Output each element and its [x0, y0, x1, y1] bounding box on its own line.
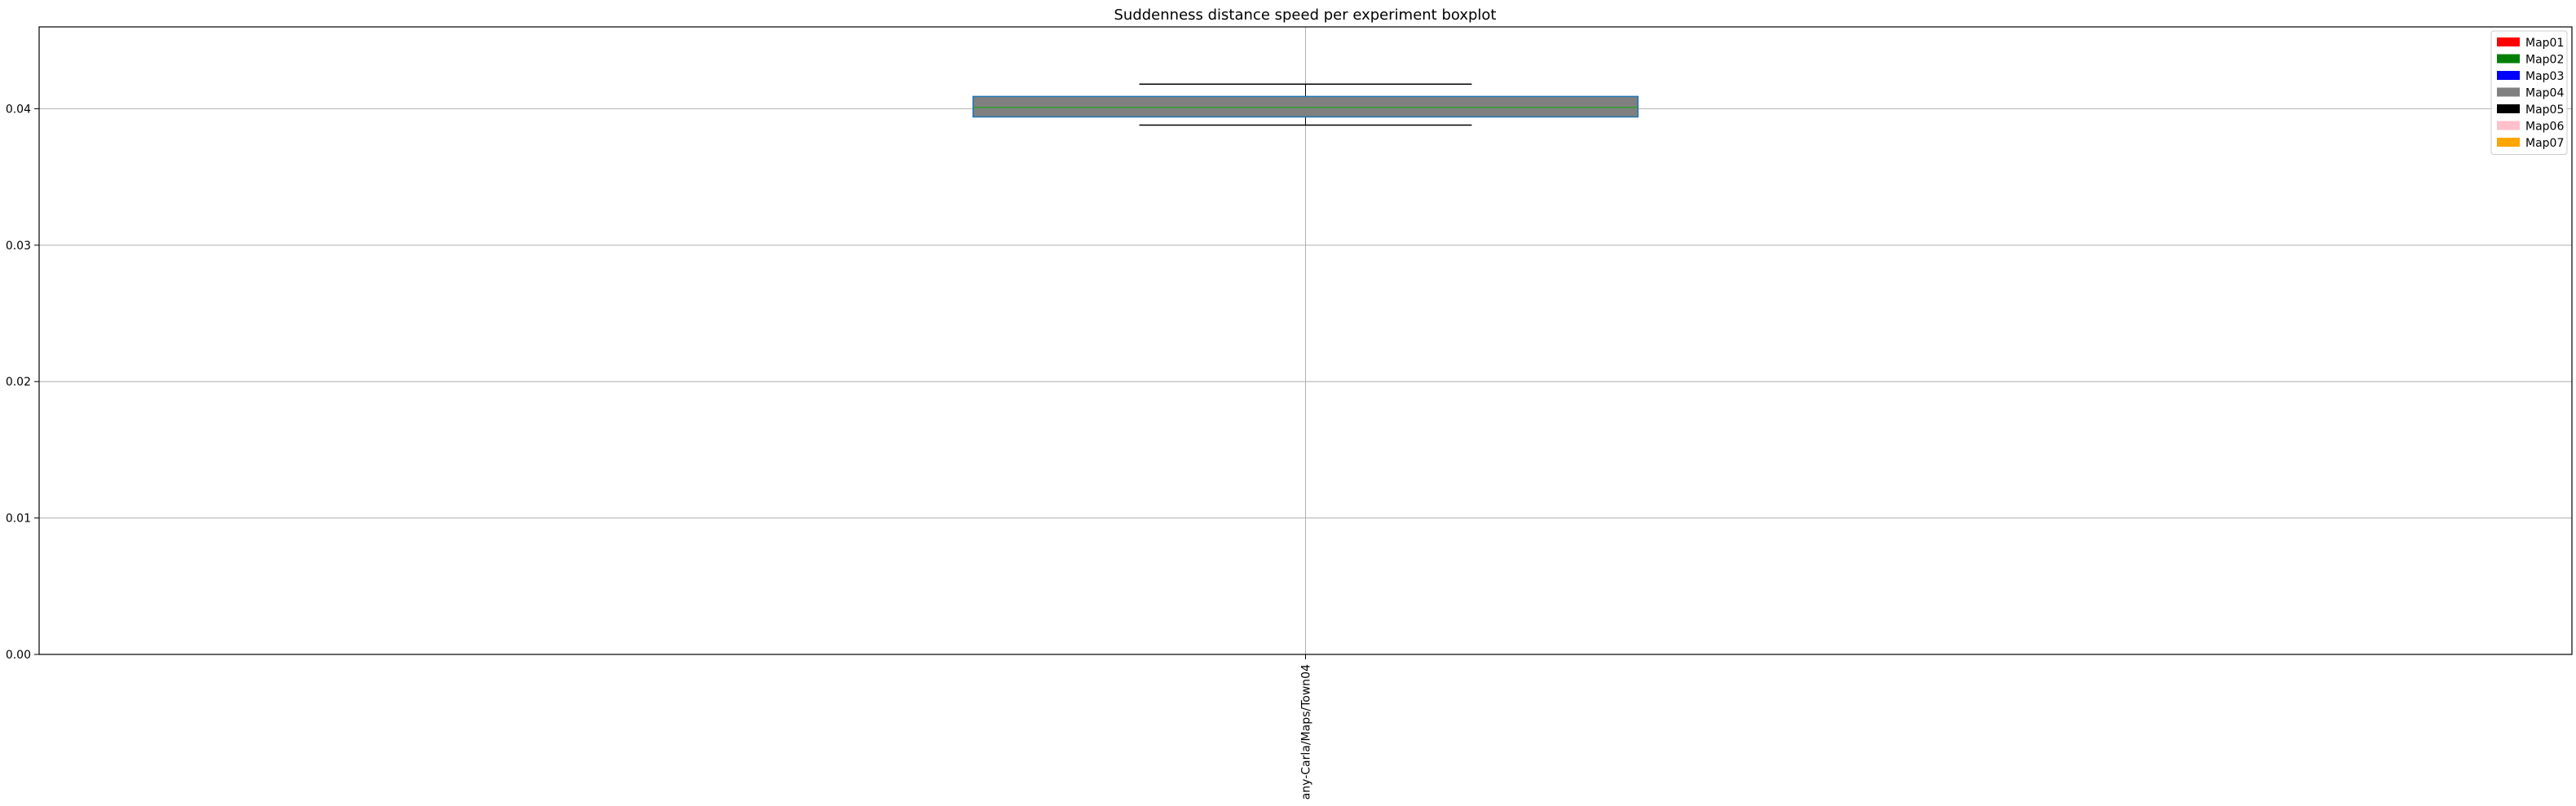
legend-swatch	[2497, 54, 2520, 64]
legend-label: Map07	[2525, 137, 2564, 150]
legend-swatch	[2497, 121, 2520, 130]
x-axis: any-Carla/Maps/Town04	[1300, 654, 1313, 799]
legend-label: Map03	[2525, 70, 2564, 83]
y-tick-label: 0.03	[6, 240, 31, 253]
legend-label: Map05	[2525, 104, 2564, 117]
legend-swatch	[2497, 37, 2520, 46]
box-any-Carla/Maps/Town04	[972, 83, 1639, 126]
x-tick-label: any-Carla/Maps/Town04	[1300, 664, 1313, 799]
legend-swatch	[2497, 87, 2520, 97]
legend-label: Map04	[2525, 87, 2564, 100]
legend-swatch	[2497, 71, 2520, 80]
y-tick-label: 0.04	[6, 103, 31, 116]
legend-swatch	[2497, 138, 2520, 147]
legend-swatch	[2497, 104, 2520, 113]
legend: Map01 Map02 Map03 Map04 Map05 Map06 Map07	[2490, 30, 2568, 155]
legend-label: Map02	[2525, 54, 2564, 67]
legend-label: Map01	[2525, 37, 2564, 50]
box-layer	[972, 83, 1639, 126]
chart-title: Suddenness distance speed per experiment…	[1114, 7, 1497, 24]
legend-label: Map06	[2525, 121, 2564, 134]
y-tick-label: 0.01	[6, 513, 31, 526]
y-axis: 0.00 0.01 0.02 0.03 0.04	[6, 103, 39, 662]
y-tick-label: 0.02	[6, 376, 31, 389]
y-tick-label: 0.00	[6, 649, 31, 662]
box-iqr	[972, 95, 1639, 118]
